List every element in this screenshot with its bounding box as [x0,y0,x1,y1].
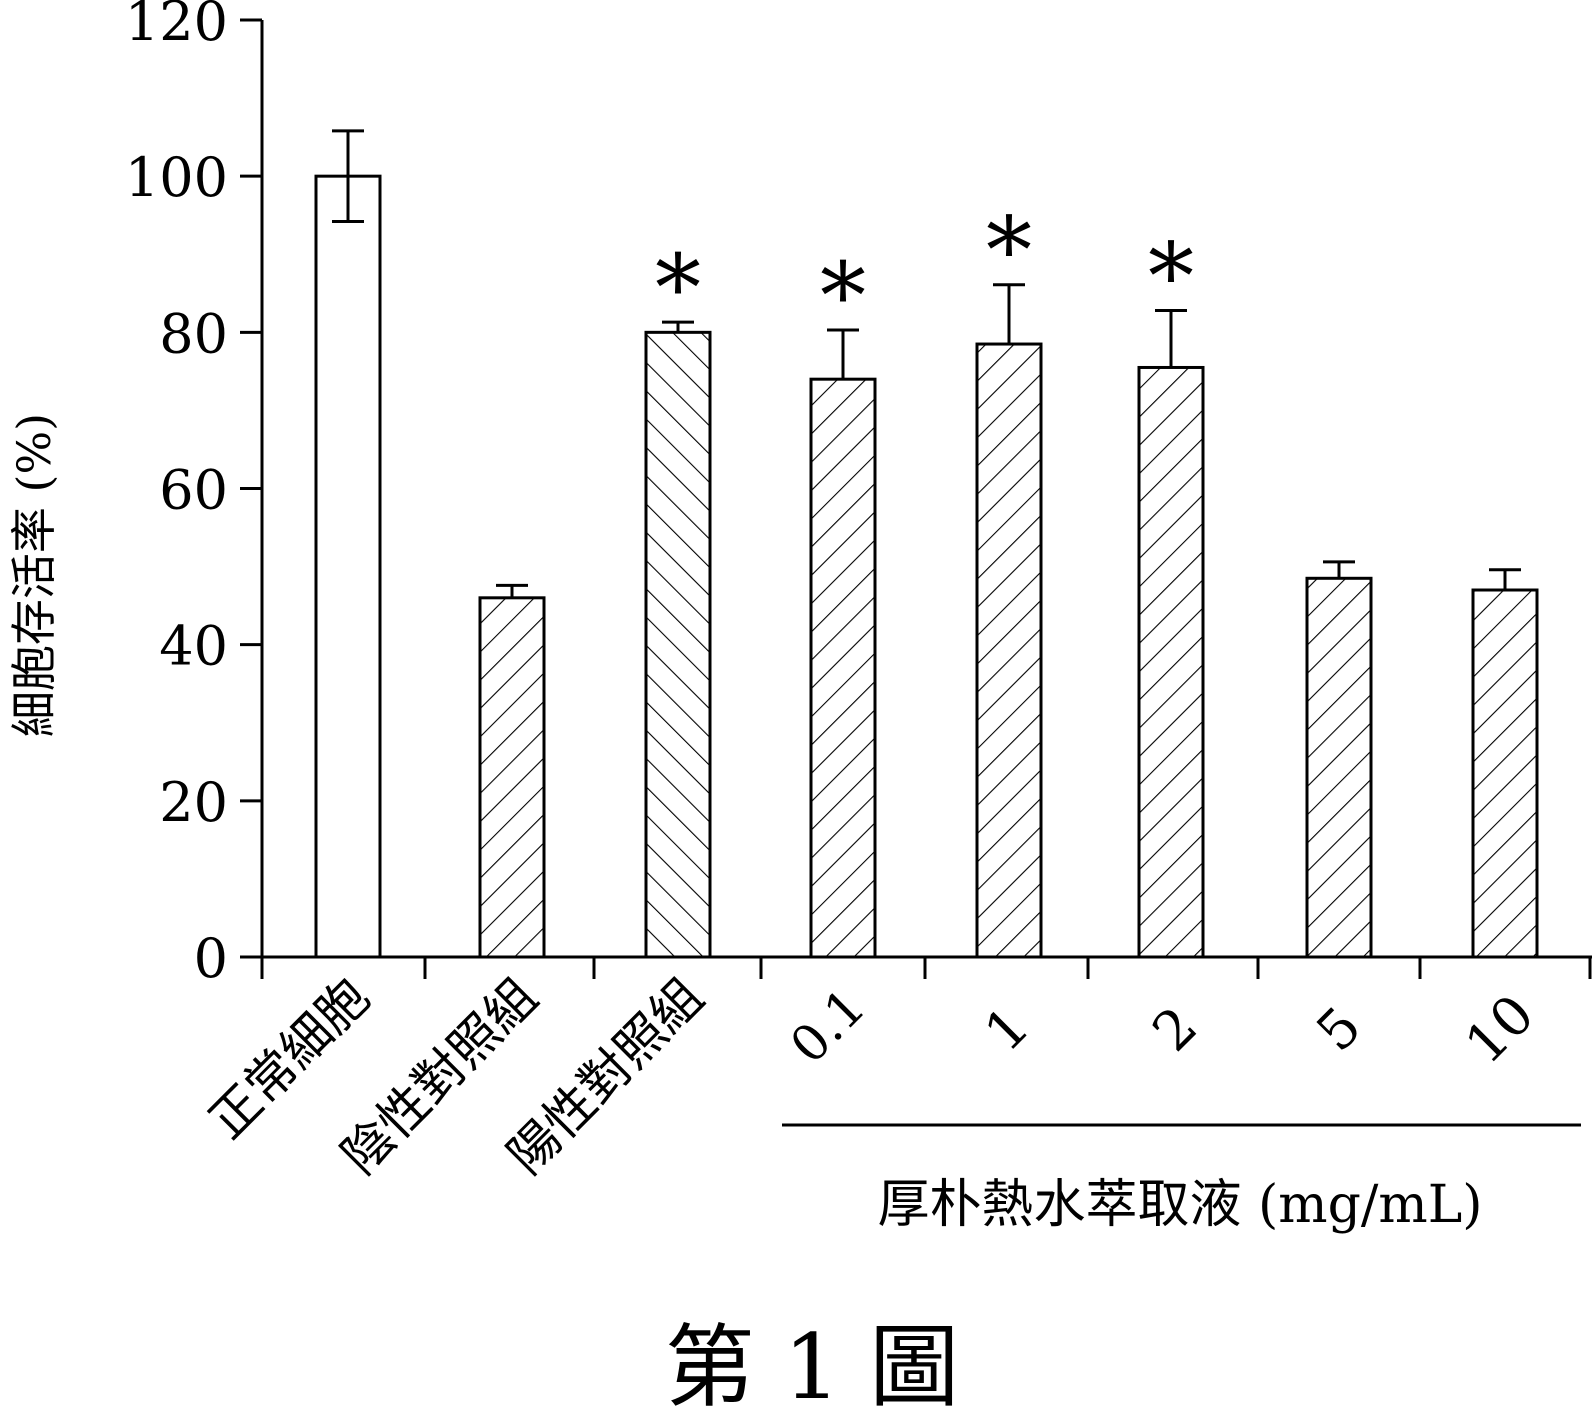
bar [314,174,382,959]
bar [1137,365,1205,959]
y-tick-label: 120 [125,0,228,53]
group-label: 厚朴熱水萃取液 (mg/mL) [877,1175,1482,1235]
y-tick-label: 80 [159,302,228,365]
figure-caption: 第 1 圖 [665,1315,959,1411]
y-tick-label: 0 [194,927,228,990]
significance-marker: * [1148,223,1194,330]
x-tick-label: 10 [1453,983,1546,1076]
bar [809,377,877,959]
x-tick-label: 0.1 [779,977,876,1074]
bar [644,330,712,959]
significance-marker: * [655,235,701,342]
bar [975,342,1043,959]
bar [1471,588,1539,959]
significance-marker: * [820,243,866,350]
significance-marker: * [986,198,1032,305]
y-tick-label: 60 [159,459,228,522]
bar [1305,576,1373,959]
x-tick-label: 5 [1304,995,1373,1064]
y-tick-label: 40 [159,615,228,678]
y-tick-label: 20 [159,771,228,834]
x-tick-label: 1 [972,995,1041,1064]
x-tick-label: 2 [1140,995,1209,1064]
y-axis-label: 細胞存活率 (%) [7,413,61,737]
y-tick-label: 100 [125,146,228,209]
bar [478,596,546,959]
